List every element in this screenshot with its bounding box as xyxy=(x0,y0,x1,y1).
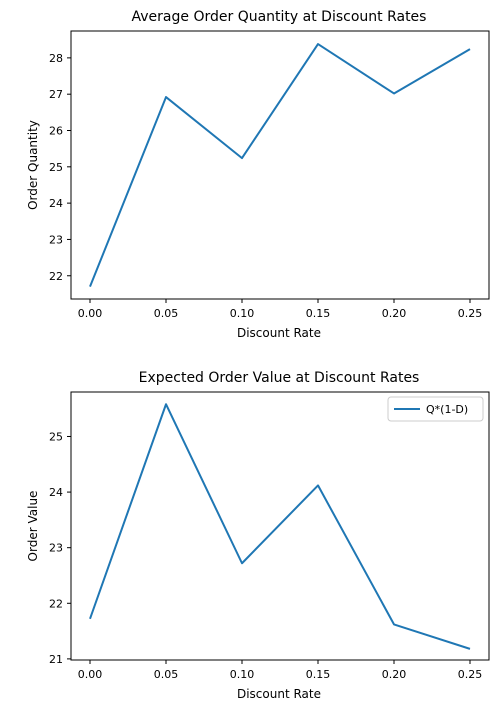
series-layer xyxy=(89,403,471,650)
y-tick-label: 22 xyxy=(49,270,63,283)
legend-entry-label: Q*(1-D) xyxy=(426,403,468,416)
y-axis-label: Order Quantity xyxy=(26,120,40,210)
y-tick-label: 25 xyxy=(49,430,63,443)
y-tick-label: 26 xyxy=(49,125,63,138)
y-axis-label: Order Value xyxy=(26,491,40,562)
legend-box xyxy=(387,396,484,422)
chart-title: Average Order Quantity at Discount Rates xyxy=(132,9,427,25)
y-tick-label: 21 xyxy=(49,653,63,666)
y-tick-label: 27 xyxy=(49,88,63,101)
y-axis: 22 23 24 25 26 27 28 xyxy=(49,52,71,283)
series-line xyxy=(89,403,471,650)
x-tick-label: 0.00 xyxy=(78,307,103,320)
plot-frame xyxy=(70,30,490,300)
y-tick-label: 28 xyxy=(49,52,63,65)
x-tick-label: 0.00 xyxy=(78,668,103,681)
legend: Q*(1-D) xyxy=(387,396,484,422)
plot-frame xyxy=(70,391,490,661)
x-axis-label: Discount Rate xyxy=(237,326,321,340)
x-tick-label: 0.10 xyxy=(230,307,255,320)
y-tick-label: 23 xyxy=(49,233,63,246)
x-tick-label: 0.20 xyxy=(382,307,407,320)
y-tick-label: 23 xyxy=(49,542,63,555)
y-tick-label: 24 xyxy=(49,486,63,499)
x-axis-label: Discount Rate xyxy=(237,687,321,701)
x-tick-label: 0.15 xyxy=(306,307,331,320)
chart-title: Expected Order Value at Discount Rates xyxy=(139,370,420,386)
x-axis: 0.00 0.05 0.10 0.15 0.20 0.25 xyxy=(78,660,483,681)
series-layer xyxy=(89,43,471,288)
y-tick-label: 22 xyxy=(49,597,63,610)
x-tick-label: 0.20 xyxy=(382,668,407,681)
x-tick-label: 0.25 xyxy=(458,307,483,320)
x-tick-label: 0.05 xyxy=(154,307,179,320)
series-line xyxy=(89,43,471,288)
chart-order-quantity: Average Order Quantity at Discount Rates… xyxy=(26,9,490,340)
x-tick-label: 0.25 xyxy=(458,668,483,681)
y-tick-label: 25 xyxy=(49,161,63,174)
x-tick-label: 0.15 xyxy=(306,668,331,681)
x-axis: 0.00 0.05 0.10 0.15 0.20 0.25 xyxy=(78,299,483,320)
x-tick-label: 0.05 xyxy=(154,668,179,681)
x-tick-label: 0.10 xyxy=(230,668,255,681)
y-tick-label: 24 xyxy=(49,197,63,210)
y-axis: 21 22 23 24 25 xyxy=(49,430,71,666)
chart-order-value: Expected Order Value at Discount Rates 0… xyxy=(26,370,490,701)
